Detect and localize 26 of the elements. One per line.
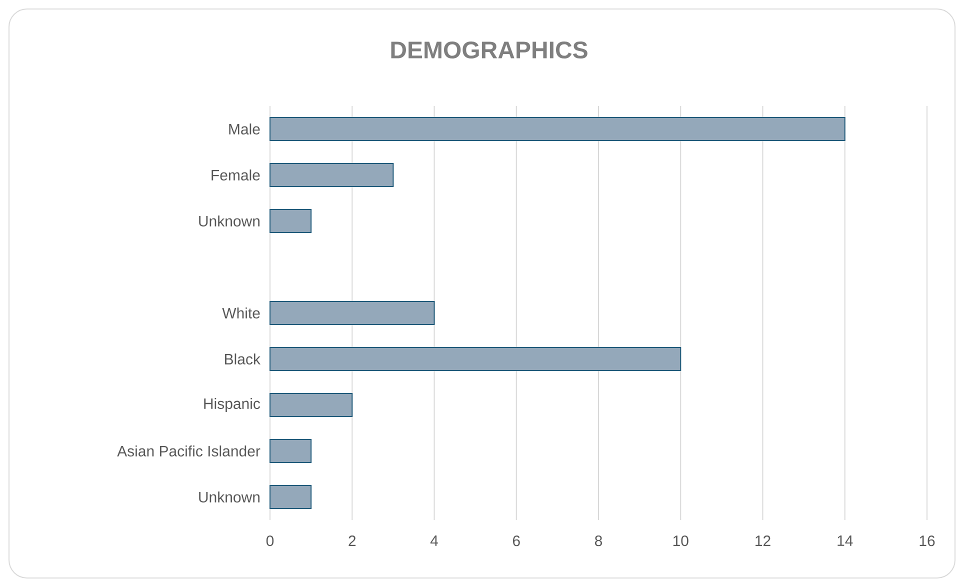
y-tick-label: Male bbox=[229, 123, 260, 135]
bar bbox=[270, 484, 312, 509]
bar bbox=[270, 209, 312, 233]
x-tick-label: 2 bbox=[348, 536, 356, 546]
y-tick-label: Asian Pacific Islander bbox=[117, 445, 260, 456]
x-tick-label: 16 bbox=[920, 536, 935, 546]
x-tick-label: 12 bbox=[756, 536, 770, 546]
x-tick-label: 8 bbox=[594, 536, 602, 546]
bar bbox=[270, 392, 353, 417]
x-tick-label: 10 bbox=[673, 536, 688, 546]
bar bbox=[270, 347, 682, 371]
chart-title: DEMOGRAPHICS bbox=[391, 42, 588, 58]
bar bbox=[270, 301, 435, 325]
bar bbox=[270, 438, 312, 463]
x-tick-label: 6 bbox=[512, 536, 520, 546]
x-tick-label: 14 bbox=[838, 536, 853, 546]
y-tick-label: Female bbox=[212, 169, 260, 181]
bar bbox=[270, 163, 394, 187]
x-tick-label: 0 bbox=[266, 536, 274, 546]
y-tick-label: Unknown bbox=[199, 491, 260, 502]
y-tick-label: Black bbox=[225, 353, 260, 364]
y-tick-label: Unknown bbox=[199, 215, 260, 226]
bar bbox=[270, 117, 846, 141]
y-tick-label: White bbox=[222, 307, 260, 318]
x-tick-label: 4 bbox=[430, 536, 438, 546]
y-tick-label: Hispanic bbox=[204, 398, 260, 412]
